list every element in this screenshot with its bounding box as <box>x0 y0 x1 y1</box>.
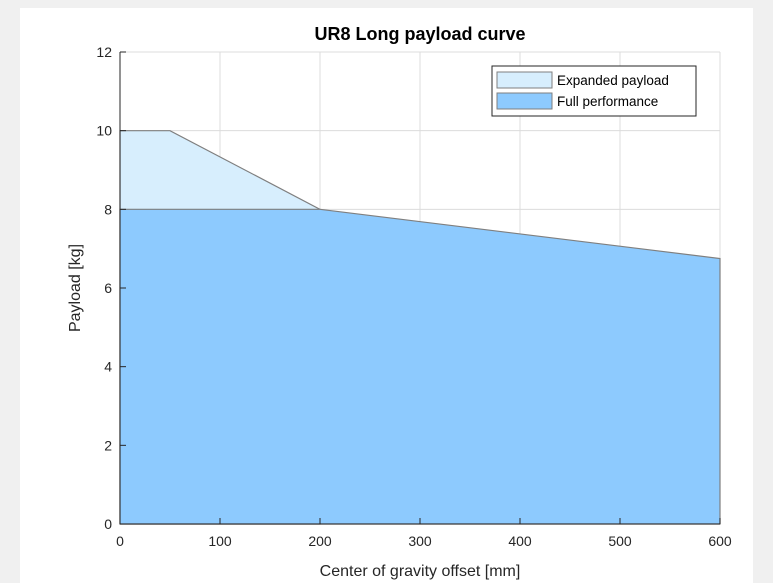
y-tick-label: 2 <box>104 437 112 453</box>
y-tick-label: 4 <box>104 359 112 375</box>
axes: 0 100 200 300 400 500 600 0 2 4 6 8 10 12 <box>96 44 731 549</box>
x-tick-label: 0 <box>116 533 124 549</box>
x-tick-label: 400 <box>508 533 532 549</box>
x-tick-label: 100 <box>208 533 232 549</box>
legend: Expanded payload Full performance <box>491 65 697 117</box>
x-tick-label: 300 <box>408 533 432 549</box>
legend-label-expanded-payload: Expanded payload <box>557 73 669 88</box>
legend-swatch-full-performance <box>496 92 553 110</box>
legend-label-full-performance: Full performance <box>557 94 658 109</box>
y-tick-label: 10 <box>96 123 112 139</box>
y-tick-label: 12 <box>96 44 112 60</box>
legend-swatch-expanded-payload <box>496 71 553 89</box>
x-axis-title: Center of gravity offset [mm] <box>320 563 521 580</box>
area-full-performance <box>119 208 721 525</box>
y-axis-title: Payload [kg] <box>67 244 84 332</box>
x-tick-label: 200 <box>308 533 332 549</box>
x-tick-label: 600 <box>708 533 732 549</box>
chart-title: UR8 Long payload curve <box>314 24 525 44</box>
y-tick-label: 6 <box>104 280 112 296</box>
payload-chart: 0 100 200 300 400 500 600 0 2 4 6 8 10 12 UR8 Long pa… <box>67 24 732 580</box>
x-tick-label: 500 <box>608 533 632 549</box>
y-tick-label: 8 <box>104 201 112 217</box>
y-tick-label: 0 <box>104 516 112 532</box>
data-areas <box>119 130 721 525</box>
figure-panel: 0 100 200 300 400 500 600 0 2 4 6 8 10 12 UR8 Long pa… <box>20 8 753 583</box>
